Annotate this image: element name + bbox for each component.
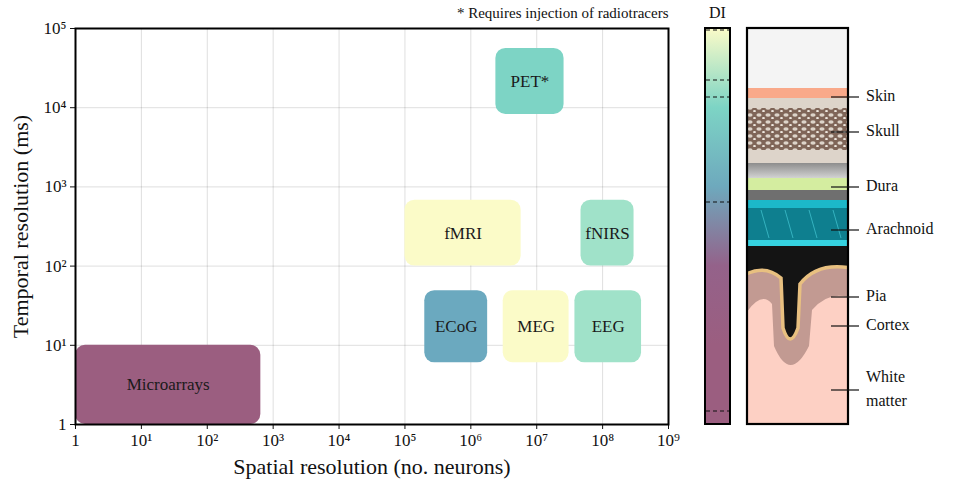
svg-text:EEG: EEG xyxy=(592,317,625,336)
svg-text:10⁸: 10⁸ xyxy=(591,431,614,450)
svg-text:Arachnoid: Arachnoid xyxy=(866,220,934,237)
svg-text:Skin: Skin xyxy=(866,87,895,104)
svg-text:10⁴: 10⁴ xyxy=(44,98,67,117)
svg-text:10⁶: 10⁶ xyxy=(459,431,482,450)
svg-text:DI: DI xyxy=(709,4,726,21)
svg-text:* Requires injection of radiot: * Requires injection of radiotracers xyxy=(457,5,669,21)
svg-text:Cortex: Cortex xyxy=(866,316,910,333)
svg-text:fMRI: fMRI xyxy=(444,224,482,243)
svg-text:Whitematter: Whitematter xyxy=(866,368,908,409)
svg-text:10³: 10³ xyxy=(262,431,284,450)
svg-text:10⁹: 10⁹ xyxy=(657,431,680,450)
svg-text:10¹: 10¹ xyxy=(130,431,152,450)
svg-text:10³: 10³ xyxy=(44,177,66,196)
svg-text:Pia: Pia xyxy=(866,287,886,304)
svg-text:MEG: MEG xyxy=(517,317,555,336)
svg-text:1: 1 xyxy=(71,431,80,450)
svg-text:10⁴: 10⁴ xyxy=(328,431,351,450)
svg-text:10²: 10² xyxy=(44,257,66,276)
svg-text:Spatial resolution (no. neuron: Spatial resolution (no. neurons) xyxy=(233,454,510,479)
svg-text:ECoG: ECoG xyxy=(435,317,478,336)
svg-text:10¹: 10¹ xyxy=(44,336,66,355)
svg-text:Skull: Skull xyxy=(866,122,900,139)
svg-text:Dura: Dura xyxy=(866,177,898,194)
svg-text:PET*: PET* xyxy=(511,72,550,91)
svg-text:10⁵: 10⁵ xyxy=(393,431,416,450)
svg-text:10²: 10² xyxy=(196,431,218,450)
svg-text:fNIRS: fNIRS xyxy=(585,224,629,243)
svg-text:10⁷: 10⁷ xyxy=(525,431,548,450)
svg-text:10⁵: 10⁵ xyxy=(44,19,67,38)
svg-text:Microarrays: Microarrays xyxy=(127,375,210,394)
svg-text:1: 1 xyxy=(58,415,67,434)
svg-text:Temporal resolution (ms): Temporal resolution (ms) xyxy=(8,115,33,338)
